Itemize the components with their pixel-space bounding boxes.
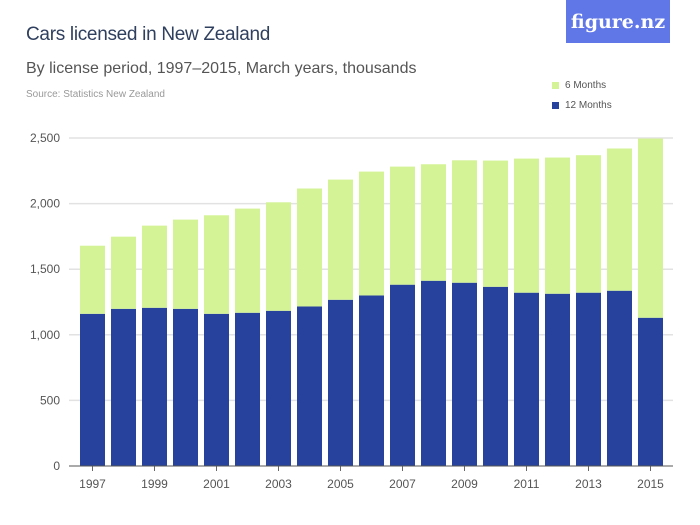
bar-12-months-2003 [266,310,291,466]
bar-12-months-2002 [235,312,260,466]
bar-12-months-2012 [545,293,570,466]
bar-12-months-2004 [297,306,322,466]
bar-12-months-2000 [173,308,198,466]
bar-12-months-2006 [359,295,384,466]
legend-item-12-months: 12 Months [552,100,612,111]
bar-6-months-2004 [297,188,322,307]
bar-12-months-2015 [638,317,663,466]
x-tick-label: 2005 [327,477,354,491]
bar-6-months-1999 [142,225,167,308]
bar-12-months-2009 [452,282,477,466]
bar-6-months-2008 [421,164,446,281]
bar-12-months-2001 [204,313,229,466]
x-tick-label: 2001 [203,477,230,491]
bar-6-months-2005 [328,179,353,300]
bar-6-months-2011 [514,158,539,293]
chart-title: Cars licensed in New Zealand [26,24,270,45]
bar-6-months-2001 [204,215,229,314]
y-tick-label: 2,500 [30,131,60,145]
chart-source: Source: Statistics New Zealand [26,89,165,100]
y-tick-label: 2,000 [30,197,60,211]
bar-12-months-2008 [421,280,446,466]
bar-6-months-1998 [111,236,136,309]
legend-label: 6 Months [565,80,607,91]
bar-6-months-2003 [266,202,291,311]
bar-6-months-2015 [638,138,663,318]
x-tick-label: 2003 [265,477,292,491]
bar-6-months-2013 [576,155,601,293]
bar-6-months-1997 [80,245,105,314]
bar-12-months-2010 [483,286,508,466]
bar-12-months-2007 [390,284,415,466]
x-tick-label: 2007 [389,477,416,491]
bar-6-months-2000 [173,219,198,309]
legend-item-6-months: 6 Months [552,80,612,91]
chart-subtitle: By license period, 1997–2015, March year… [26,60,417,77]
y-tick-label: 1,000 [30,328,60,342]
bar-6-months-2014 [607,148,632,291]
bar-6-months-2002 [235,208,260,313]
legend-label: 12 Months [565,100,612,111]
x-tick-label: 2009 [451,477,478,491]
bar-12-months-2005 [328,299,353,466]
bar-12-months-2013 [576,292,601,466]
x-tick-label: 2015 [637,477,664,491]
y-tick-label: 1,500 [30,262,60,276]
bar-6-months-2006 [359,171,384,296]
x-tick-label: 2011 [514,477,540,491]
bar-6-months-2012 [545,157,570,294]
bar-12-months-1999 [142,307,167,466]
x-tick-label: 1997 [79,477,106,491]
bar-6-months-2010 [483,160,508,287]
bar-12-months-2011 [514,292,539,466]
legend-swatch [552,102,559,109]
x-tick-label: 2013 [575,477,602,491]
bar-6-months-2007 [390,166,415,285]
bar-12-months-2014 [607,290,632,466]
y-tick-label: 0 [53,459,60,473]
bar-12-months-1997 [80,313,105,466]
y-tick-label: 500 [40,393,60,407]
x-tick-label: 1999 [141,477,168,491]
legend: 6 Months 12 Months [552,80,612,120]
figure-nz-logo[interactable]: figure.nz [566,0,670,43]
bar-12-months-1998 [111,308,136,466]
legend-swatch [552,82,559,89]
bar-6-months-2009 [452,160,477,283]
